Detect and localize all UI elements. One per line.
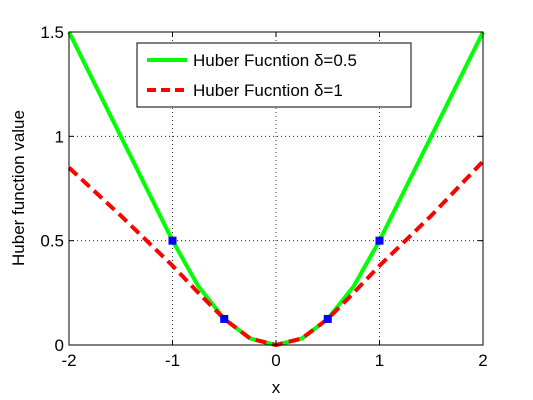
legend-label-delta-0-5: Huber Fucntion δ=0.5 [193,51,357,70]
x-tick-label: -2 [61,351,76,370]
x-tick-label: -1 [165,351,180,370]
marker-point [375,236,384,245]
marker-point [168,236,177,245]
x-tick-label: 0 [271,351,280,370]
y-tick-label: 0 [55,336,64,355]
y-tick-label: 1.5 [40,23,64,42]
x-axis-label: x [272,378,281,397]
x-tick-label: 2 [478,351,487,370]
legend-box [136,42,412,108]
x-tick-label: 1 [375,351,384,370]
legend-label-delta-1: Huber Fucntion δ=1 [193,81,343,100]
y-tick-label: 0.5 [40,232,64,251]
marker-point [323,314,332,323]
y-axis-label: Huber function value [9,110,28,266]
plot-area: -2 -1 0 1 2 0 0.5 1 1.5 Huber Fucntion δ=0.5 Huber… [40,23,487,370]
y-tick-label: 1 [55,127,64,146]
marker-point [220,314,229,323]
